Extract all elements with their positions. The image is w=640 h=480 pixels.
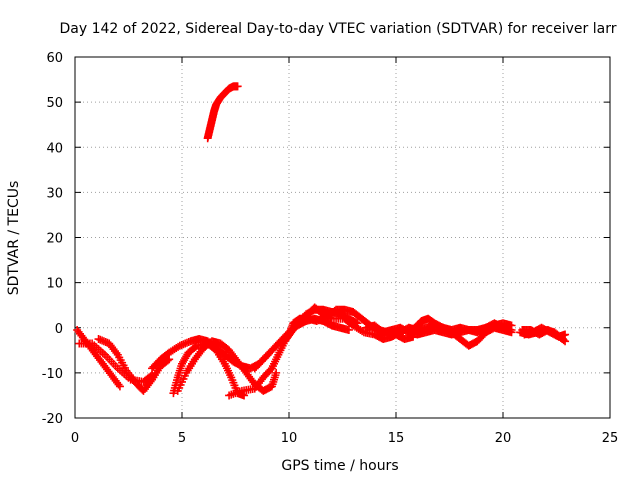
y-axis: -20 -10 0 10 20 30 40 50 60 (42, 51, 610, 427)
y-tick-label: -20 (42, 412, 63, 427)
x-tick-label: 15 (388, 431, 405, 446)
data-point (344, 326, 353, 335)
y-tick-label: 30 (46, 186, 63, 201)
y-tick-label: 40 (46, 141, 63, 156)
x-tick-label: 25 (602, 431, 619, 446)
y-tick-label: -10 (42, 367, 63, 382)
series-layer (73, 82, 570, 400)
series-trace-5 (173, 337, 281, 395)
data-point (165, 355, 174, 364)
y-tick-label: 50 (46, 96, 63, 111)
data-point (507, 321, 516, 330)
series-trace-16 (203, 82, 242, 143)
y-tick-label: 20 (46, 232, 63, 247)
x-tick-label: 0 (71, 431, 79, 446)
data-point (115, 382, 124, 391)
data-point (163, 356, 172, 365)
data-point (561, 337, 570, 346)
x-tick-label: 5 (178, 431, 186, 446)
series-trace-15 (520, 323, 570, 341)
y-axis-label: SDTVAR / TECUs (6, 181, 22, 296)
series-trace-8 (250, 314, 353, 373)
x-tick-label: 20 (495, 431, 512, 446)
y-tick-label: 10 (46, 277, 63, 292)
series-trace-3 (94, 335, 174, 395)
data-point (561, 330, 570, 339)
x-axis-label: GPS time / hours (281, 458, 398, 474)
data-point (233, 82, 242, 91)
x-tick-label: 10 (281, 431, 298, 446)
y-tick-label: 0 (55, 322, 63, 337)
chart-title: Day 142 of 2022, Sidereal Day-to-day VTE… (60, 21, 617, 37)
x-axis: 0 5 10 15 20 25 (71, 57, 618, 446)
series-trace-12 (404, 314, 516, 337)
data-point (272, 368, 281, 377)
y-tick-label: 60 (46, 51, 63, 66)
